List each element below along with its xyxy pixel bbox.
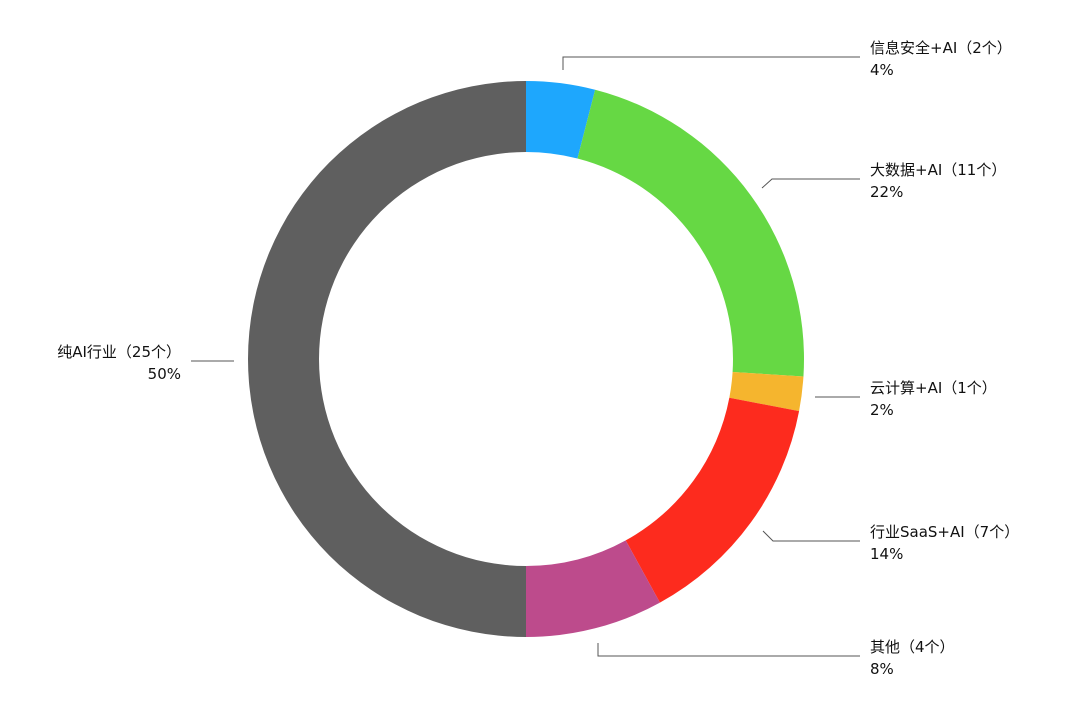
donut-slice-1 [577, 89, 804, 377]
donut-slice-0 [526, 81, 596, 159]
slice-percent-4: 8% [870, 660, 894, 678]
donut-slice-3 [625, 397, 800, 603]
slice-percent-1: 22% [870, 183, 903, 201]
slice-label-0: 信息安全+AI（2个） [870, 39, 1012, 57]
donut-slice-5 [248, 81, 526, 637]
slice-label-4: 其他（4个） [870, 638, 955, 656]
leader-line-0 [562, 56, 860, 70]
slice-label-5: 纯AI行业（25个） [57, 343, 181, 361]
leader-line-3 [762, 530, 860, 542]
leader-lines [191, 56, 860, 657]
slice-percent-3: 14% [870, 545, 903, 563]
slice-labels: 信息安全+AI（2个） 4% 大数据+AI（11个） 22% 云计算+AI（1个） 2% 行… [57, 39, 1019, 678]
slice-label-1: 大数据+AI（11个） [870, 161, 1006, 179]
donut-slice-2 [729, 371, 804, 412]
slice-label-2: 云计算+AI（1个） [870, 379, 997, 397]
slice-percent-0: 4% [870, 61, 894, 79]
leader-line-1 [761, 178, 860, 189]
slice-percent-2: 2% [870, 401, 894, 419]
slice-percent-5: 50% [148, 365, 181, 383]
slice-label-3: 行业SaaS+AI（7个） [870, 523, 1019, 541]
donut-slice-4 [526, 540, 660, 637]
donut-slices [248, 81, 804, 637]
leader-line-4 [597, 643, 860, 657]
